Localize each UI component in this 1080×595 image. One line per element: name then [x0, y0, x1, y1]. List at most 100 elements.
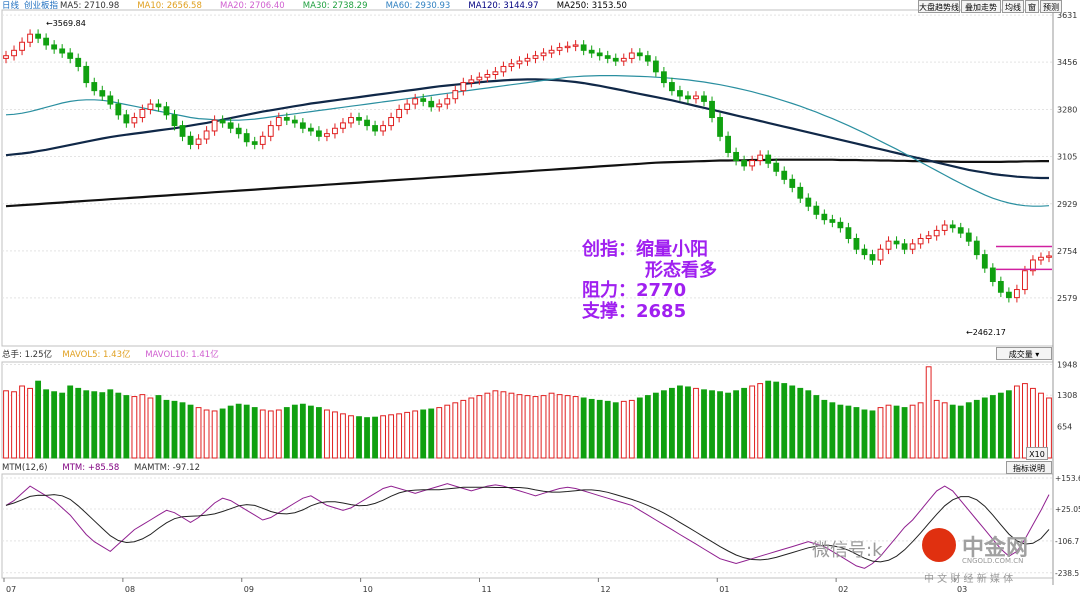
volume-bar	[917, 402, 924, 459]
candle-body	[364, 119, 370, 127]
candle-body	[500, 65, 507, 73]
volume-bar	[572, 396, 579, 459]
candle-body	[396, 108, 403, 119]
volume-bar	[147, 397, 154, 459]
volume-bar	[163, 399, 170, 459]
volume-bar	[741, 387, 748, 459]
annotation-support: 支撑：2685	[582, 301, 687, 322]
candle-body	[275, 117, 282, 127]
volume-bar	[388, 414, 395, 459]
mtm-legend-item: MAMTM: -97.12	[134, 463, 200, 473]
candle-body	[83, 65, 90, 84]
ma-legend-item: MA5: 2710.98	[60, 1, 119, 11]
candle-body	[492, 71, 499, 76]
candle-body	[484, 74, 491, 78]
candle-body	[115, 103, 122, 116]
volume-bar	[709, 390, 715, 459]
mtm-legend-item: MTM(12,6)	[2, 463, 47, 473]
candle-body	[267, 125, 274, 137]
volume-bar	[556, 394, 563, 459]
candle-body	[620, 57, 627, 62]
candle-body	[372, 125, 378, 132]
candle-body	[235, 127, 242, 135]
indicator-help-button[interactable]: 指标说明	[1006, 461, 1052, 474]
volume-bar	[372, 416, 378, 459]
candle-body	[1046, 255, 1052, 258]
volume-bar	[404, 411, 411, 459]
volume-bar	[1046, 397, 1052, 459]
volume-bar	[259, 409, 266, 459]
volume-bar	[211, 410, 218, 459]
volume-bar	[757, 383, 764, 459]
candle-body	[99, 90, 106, 97]
volume-indicator-select[interactable]: 成交量 ▾	[996, 347, 1052, 360]
volume-bar	[203, 409, 210, 459]
candle-body	[628, 52, 635, 59]
toolbar-button-1[interactable]: 叠加走势	[961, 0, 1001, 13]
ma-legend-item: MA30: 2738.29	[303, 1, 368, 11]
volume-bar	[604, 400, 611, 459]
candle-body	[989, 267, 996, 282]
volume-bar	[500, 391, 507, 459]
high-price-label: ←3569.84	[46, 19, 86, 28]
volume-bar	[508, 392, 515, 459]
ma-legend-item: MA250: 3153.50	[557, 1, 627, 11]
candle-body	[147, 103, 154, 110]
toolbar-button-3[interactable]: 窗	[1025, 0, 1039, 13]
volume-bar	[789, 385, 796, 459]
toolbar-button-0[interactable]: 大盘趋势线	[918, 0, 960, 13]
volume-bar	[299, 403, 306, 459]
x-tick-label: 01	[719, 585, 729, 594]
candle-body	[340, 122, 346, 129]
volume-bar	[813, 395, 820, 459]
candle-body	[805, 197, 812, 207]
volume-bar	[869, 410, 876, 459]
volume-bar	[452, 402, 459, 459]
candle-body	[3, 55, 9, 59]
volume-bar	[315, 407, 322, 459]
candle-body	[749, 160, 756, 167]
candle-body	[307, 127, 314, 132]
candle-body	[973, 240, 980, 256]
candle-body	[981, 254, 988, 269]
volume-bar	[773, 381, 780, 459]
candle-body	[837, 221, 844, 229]
volume-bar	[949, 404, 956, 459]
volume-scale-label: X10	[1026, 447, 1048, 460]
watermark: 微信号:k 中金网 CNGOLD.COM.CN 中 文 财 经 新 媒 体	[812, 528, 1074, 588]
volume-bar	[492, 390, 499, 459]
volume-bar	[797, 387, 804, 459]
candle-body	[123, 114, 130, 124]
volume-bar	[468, 397, 475, 459]
candle-body	[380, 125, 386, 132]
toolbar-button-4[interactable]: 预测	[1040, 0, 1062, 13]
price-tick-label: 2929	[1057, 200, 1077, 209]
mtm-tick-label: -238.5	[1055, 569, 1079, 578]
volume-bar	[364, 417, 370, 459]
candle-body	[925, 235, 932, 239]
candle-body	[1005, 291, 1012, 299]
candle-body	[187, 135, 194, 145]
volume-bar	[660, 390, 667, 459]
candle-body	[636, 52, 643, 57]
volume-bar	[1022, 383, 1028, 459]
volume-bar	[67, 385, 74, 459]
volume-bar	[941, 402, 948, 459]
x-tick-label: 11	[482, 585, 492, 594]
volume-bar	[1013, 385, 1020, 459]
volume-bar	[981, 397, 988, 459]
volume-bar	[845, 405, 852, 459]
candle-body	[283, 117, 290, 121]
mamtm-line	[5, 486, 1050, 563]
candle-body	[677, 90, 683, 97]
toolbar-button-2[interactable]: 均线	[1002, 0, 1024, 13]
x-tick-label: 03	[957, 585, 967, 594]
volume-bar	[564, 395, 571, 459]
volume-bar	[291, 404, 298, 459]
volume-bar	[997, 392, 1004, 459]
candle-body	[468, 79, 475, 84]
volume-bar	[652, 392, 659, 459]
volume-bar	[19, 385, 25, 459]
candle-body	[741, 160, 748, 167]
